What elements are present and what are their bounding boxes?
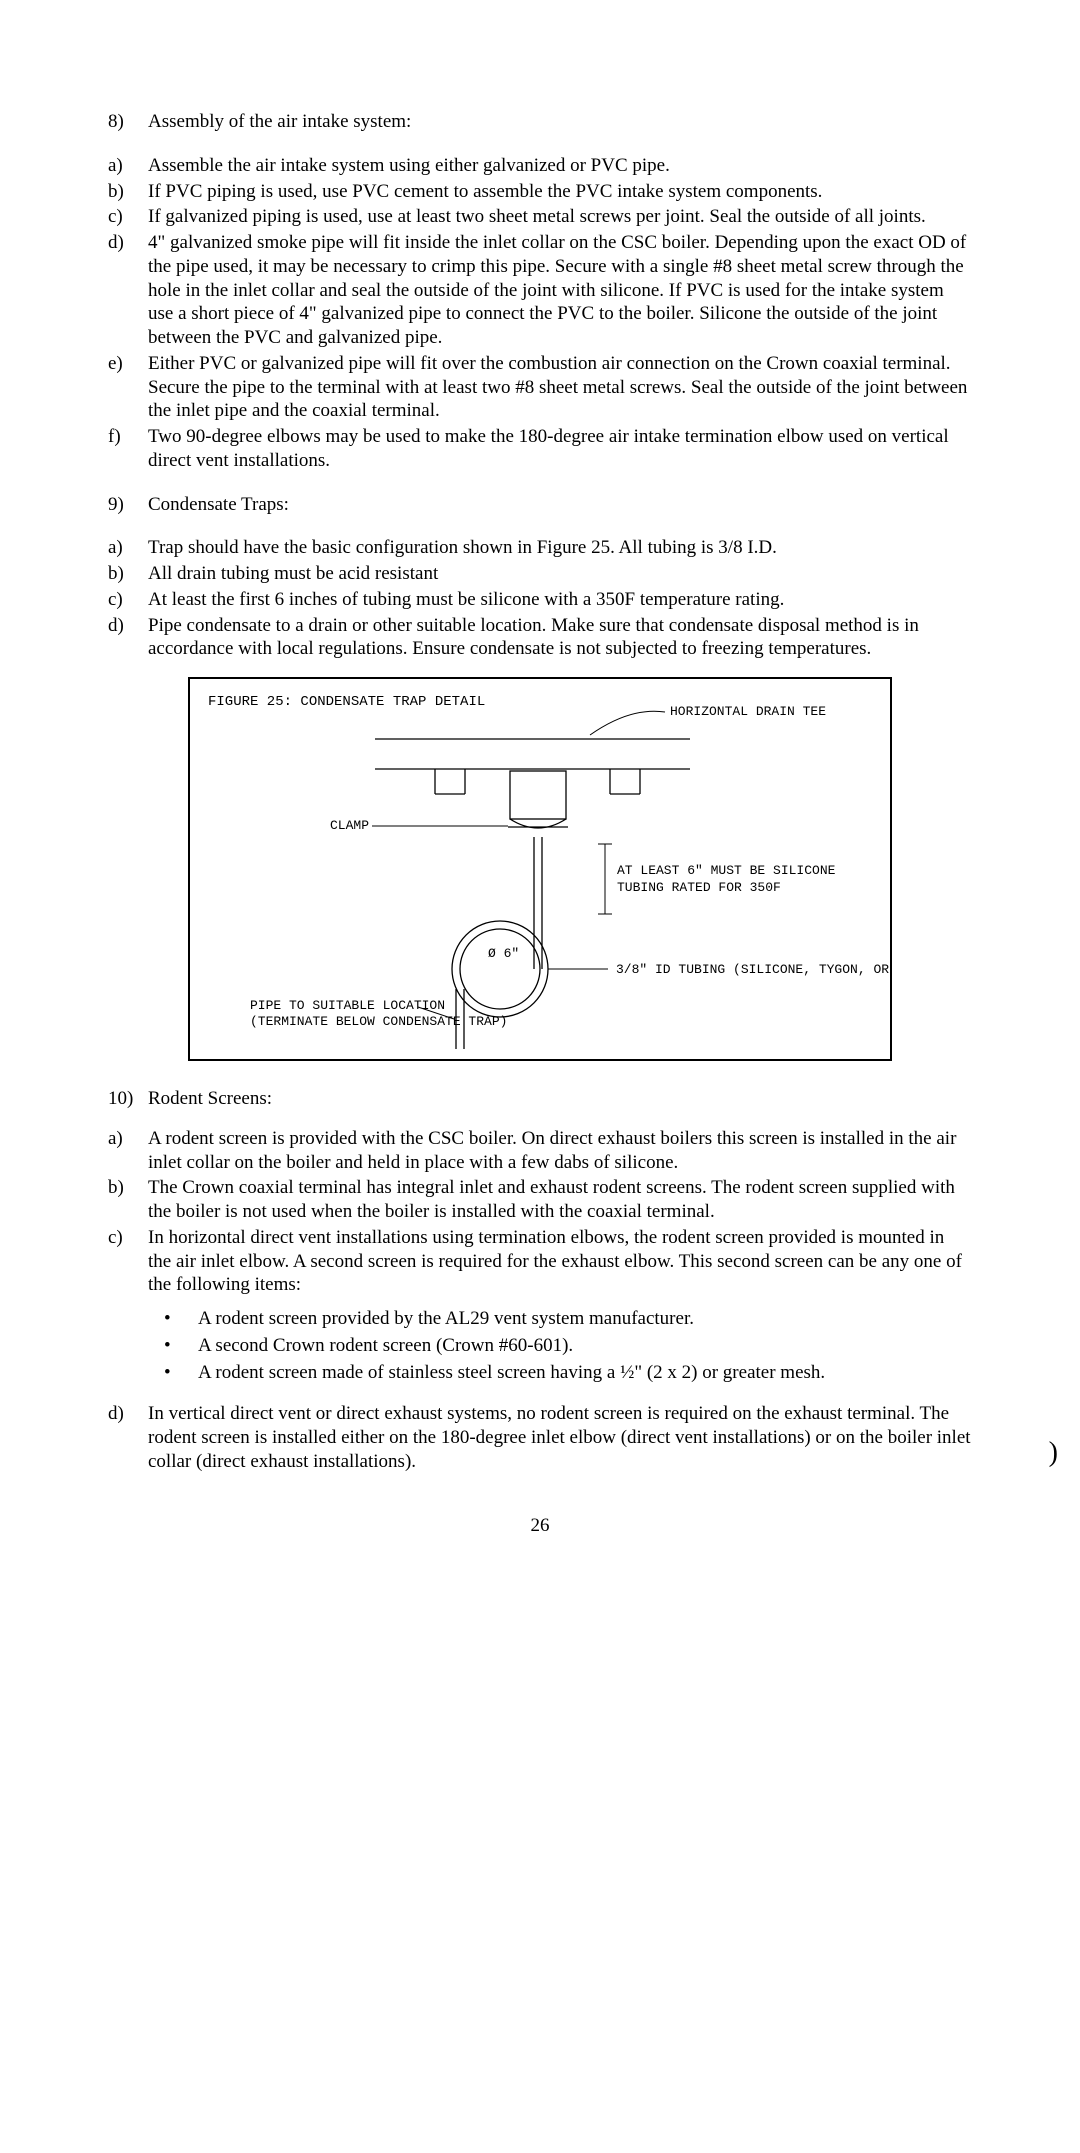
item-text: 4" galvanized smoke pipe will fit inside… — [148, 231, 972, 350]
label-pipe-l1: PIPE TO SUITABLE LOCATION — [250, 998, 445, 1013]
list-item: b) If PVC piping is used, use PVC cement… — [108, 180, 972, 204]
bullet-icon: • — [164, 1361, 198, 1385]
bullet-icon: • — [164, 1334, 198, 1358]
label-silicone-l1: AT LEAST 6" MUST BE SILICONE — [617, 863, 836, 878]
bullet-item: • A rodent screen made of stainless stee… — [108, 1361, 972, 1385]
section-10-heading: 10) Rodent Screens: — [108, 1087, 972, 1111]
label-silicone-l2: TUBING RATED FOR 350F — [617, 880, 781, 895]
item-text: Two 90-degree elbows may be used to make… — [148, 425, 972, 473]
item-text: In horizontal direct vent installations … — [148, 1226, 972, 1297]
list-item: c) In horizontal direct vent installatio… — [108, 1226, 972, 1297]
list-item: a) A rodent screen is provided with the … — [108, 1127, 972, 1175]
item-marker: e) — [108, 352, 148, 423]
section-10-title: Rodent Screens: — [148, 1087, 272, 1111]
item-text: Pipe condensate to a drain or other suit… — [148, 614, 972, 662]
item-text: Assemble the air intake system using eit… — [148, 154, 972, 178]
list-item: e) Either PVC or galvanized pipe will fi… — [108, 352, 972, 423]
item-marker: b) — [108, 180, 148, 204]
item-marker: c) — [108, 588, 148, 612]
bullet-text: A second Crown rodent screen (Crown #60-… — [198, 1334, 573, 1358]
label-pipe-l2: (TERMINATE BELOW CONDENSATE TRAP) — [250, 1014, 507, 1029]
page-number: 26 — [531, 1514, 550, 1538]
label-clamp: CLAMP — [330, 818, 369, 833]
section-8-heading: 8) Assembly of the air intake system: — [108, 110, 972, 134]
section-10-list-abc: a) A rodent screen is provided with the … — [108, 1127, 972, 1297]
list-item: d) Pipe condensate to a drain or other s… — [108, 614, 972, 662]
bullet-item: • A rodent screen provided by the AL29 v… — [108, 1307, 972, 1331]
section-10-bullets: • A rodent screen provided by the AL29 v… — [108, 1307, 972, 1384]
section-9-marker: 9) — [108, 493, 148, 517]
item-text: If galvanized piping is used, use at lea… — [148, 205, 972, 229]
section-9-title: Condensate Traps: — [148, 493, 289, 517]
item-text: If PVC piping is used, use PVC cement to… — [148, 180, 972, 204]
item-text: At least the first 6 inches of tubing mu… — [148, 588, 972, 612]
item-marker: a) — [108, 536, 148, 560]
list-item: d) 4" galvanized smoke pipe will fit ins… — [108, 231, 972, 350]
item-marker: b) — [108, 562, 148, 586]
item-text: Trap should have the basic configuration… — [148, 536, 972, 560]
page-number-wrap: 26 — [108, 1514, 972, 1538]
item-marker: c) — [108, 205, 148, 229]
item-marker: f) — [108, 425, 148, 473]
figure-title: FIGURE 25: CONDENSATE TRAP DETAIL — [208, 694, 485, 710]
item-text: Either PVC or galvanized pipe will fit o… — [148, 352, 972, 423]
label-drain-tee: HORIZONTAL DRAIN TEE — [670, 704, 826, 719]
label-diameter: Ø 6" — [488, 946, 519, 961]
bullet-item: • A second Crown rodent screen (Crown #6… — [108, 1334, 972, 1358]
section-9-heading: 9) Condensate Traps: — [108, 493, 972, 517]
list-item: f) Two 90-degree elbows may be used to m… — [108, 425, 972, 473]
list-item: d) In vertical direct vent or direct exh… — [108, 1402, 972, 1473]
item-marker: d) — [108, 231, 148, 350]
section-8-list: a) Assemble the air intake system using … — [108, 154, 972, 473]
item-marker: a) — [108, 154, 148, 178]
section-10-marker: 10) — [108, 1087, 148, 1111]
item-text: In vertical direct vent or direct exhaus… — [148, 1402, 972, 1473]
bullet-text: A rodent screen made of stainless steel … — [198, 1361, 825, 1385]
list-item: a) Assemble the air intake system using … — [108, 154, 972, 178]
item-marker: c) — [108, 1226, 148, 1297]
label-tubing: 3/8" ID TUBING (SILICONE, TYGON, OR SIMI… — [616, 962, 890, 977]
list-item: c) At least the first 6 inches of tubing… — [108, 588, 972, 612]
bullet-text: A rodent screen provided by the AL29 ven… — [198, 1307, 694, 1331]
section-8-marker: 8) — [108, 110, 148, 134]
bullet-icon: • — [164, 1307, 198, 1331]
section-9-list: a) Trap should have the basic configurat… — [108, 536, 972, 661]
list-item: c) If galvanized piping is used, use at … — [108, 205, 972, 229]
section-8-title: Assembly of the air intake system: — [148, 110, 411, 134]
list-item: a) Trap should have the basic configurat… — [108, 536, 972, 560]
item-text: A rodent screen is provided with the CSC… — [148, 1127, 972, 1175]
item-marker: d) — [108, 614, 148, 662]
list-item: b) The Crown coaxial terminal has integr… — [108, 1176, 972, 1224]
figure-25: FIGURE 25: CONDENSATE TRAP DETAIL — [188, 677, 892, 1061]
list-item: b) All drain tubing must be acid resista… — [108, 562, 972, 586]
figure-25-wrap: FIGURE 25: CONDENSATE TRAP DETAIL — [108, 677, 972, 1061]
item-marker: d) — [108, 1402, 148, 1473]
item-text: The Crown coaxial terminal has integral … — [148, 1176, 972, 1224]
item-marker: b) — [108, 1176, 148, 1224]
item-marker: a) — [108, 1127, 148, 1175]
item-text: All drain tubing must be acid resistant — [148, 562, 972, 586]
paren-mark: ) — [1049, 1435, 1058, 1470]
